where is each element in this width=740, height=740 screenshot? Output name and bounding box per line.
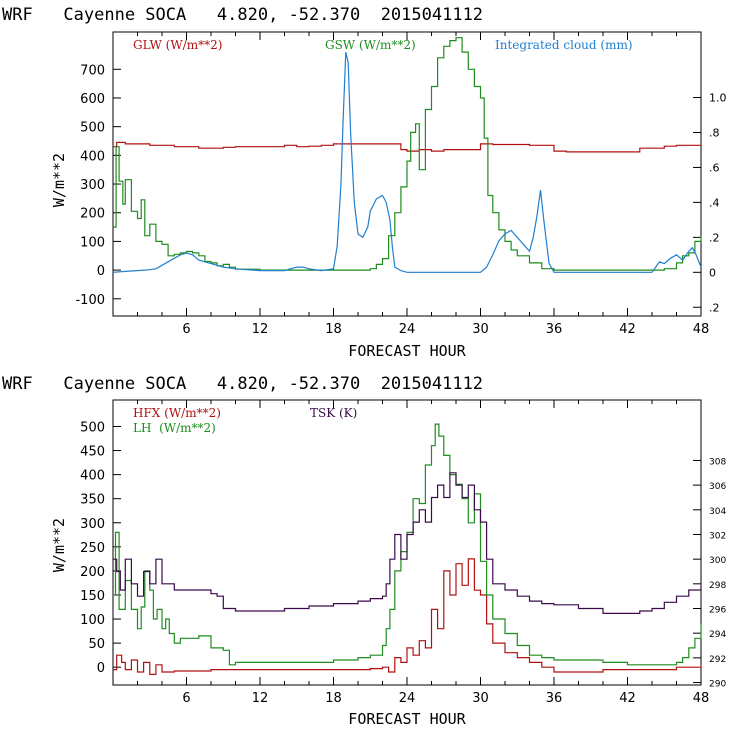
y-tick-label: 450	[80, 445, 105, 460]
x-tick-label: 12	[252, 691, 269, 706]
chart-2-legend-tsk: TSK (K)	[310, 406, 357, 420]
chart-1-x-ticks: 6 12 18 24 30 36 42 48	[137, 32, 710, 337]
series-gsw-line	[113, 37, 702, 271]
y2-tick-label: .6	[709, 161, 720, 174]
y-tick-label: 200	[80, 207, 105, 222]
y2-tick-label: .2	[709, 231, 720, 244]
chart-2: WRF Cayenne SOCA 4.820, -52.370 20150411…	[2, 374, 726, 728]
chart-2-series	[113, 423, 702, 675]
y2-tick-label: .4	[709, 196, 720, 209]
x-tick-label: 42	[619, 691, 636, 706]
chart-1-legend-glw: GLW (W/m**2)	[133, 38, 222, 52]
x-tick-label: 36	[546, 322, 563, 337]
x-tick-label: 42	[619, 322, 636, 337]
y2-tick-label: 296	[709, 606, 726, 616]
y-tick-label: 50	[88, 637, 105, 652]
y2-tick-label: 290	[709, 680, 726, 690]
chart-2-y-axis-label: W/m**2	[50, 518, 68, 572]
series-tsk-line	[113, 472, 702, 614]
chart-2-title: WRF Cayenne SOCA 4.820, -52.370 20150411…	[2, 374, 483, 394]
x-tick-label: 30	[472, 691, 489, 706]
x-tick-label: 24	[399, 691, 416, 706]
y-tick-label: 350	[80, 493, 105, 508]
y2-tick-label: 0	[709, 266, 716, 279]
y-tick-label: 600	[80, 92, 105, 107]
series-integrated-cloud-line	[112, 51, 702, 273]
x-tick-label: 6	[182, 691, 190, 706]
chart-1-y-ticks: -100 0 100 200 300 400 500 600 700	[75, 63, 121, 308]
chart-1-title: WRF Cayenne SOCA 4.820, -52.370 20150411…	[2, 5, 483, 25]
y2-tick-label: .8	[709, 126, 720, 139]
y-tick-label: 100	[80, 235, 105, 250]
x-tick-label: 36	[546, 691, 563, 706]
x-tick-label: 30	[472, 322, 489, 337]
chart-2-legend-lh: LH (W/m**2)	[133, 421, 216, 435]
y2-tick-label: 294	[709, 630, 726, 640]
chart-2-y-ticks: 0 50 100 150 200 250 300 350 400 450 500	[80, 420, 121, 676]
series-hfx-line	[113, 558, 702, 675]
y-tick-label: 300	[80, 178, 105, 193]
series-glw-line	[113, 141, 701, 153]
y-tick-label: 400	[80, 149, 105, 164]
x-tick-label: 18	[325, 322, 342, 337]
y-tick-label: 500	[80, 121, 105, 136]
y-tick-label: 0	[97, 264, 105, 279]
chart-2-x-ticks: 6 12 18 24 30 36 42 48	[137, 400, 710, 706]
x-tick-label: 12	[252, 322, 269, 337]
chart-1-y-axis-label: W/m**2	[50, 153, 68, 207]
chart-1-series	[112, 37, 702, 273]
y2-tick-label: 302	[709, 531, 726, 541]
x-tick-label: 48	[693, 691, 710, 706]
y2-tick-label: 304	[709, 507, 726, 517]
x-tick-label: 6	[182, 322, 190, 337]
y-tick-label: 100	[80, 613, 105, 628]
chart-1-y2-ticks: .2 0 .2 .4 .6 .8 1.0	[693, 92, 727, 314]
y2-tick-label: 292	[709, 655, 726, 665]
y2-tick-label: 298	[709, 581, 726, 591]
y2-tick-label: 300	[709, 556, 726, 566]
y-tick-label: 400	[80, 469, 105, 484]
chart-2-y2-ticks: 290 292 294 296 298 300 302 304 306 308	[693, 457, 726, 690]
y-tick-label: 250	[80, 541, 105, 556]
y2-tick-label: 308	[709, 457, 726, 467]
chart-1-legend-cloud: Integrated cloud (mm)	[495, 38, 633, 52]
chart-2-x-axis-label: FORECAST HOUR	[348, 710, 466, 728]
x-tick-label: 48	[693, 322, 710, 337]
x-tick-label: 24	[399, 322, 416, 337]
y-tick-label: -100	[75, 293, 105, 308]
x-tick-label: 18	[325, 691, 342, 706]
y-tick-label: 500	[80, 420, 105, 435]
y2-tick-label: .2	[709, 301, 720, 314]
y-tick-label: 300	[80, 517, 105, 532]
chart-1-legend-gsw: GSW (W/m**2)	[325, 38, 416, 52]
y-tick-label: 150	[80, 589, 105, 604]
y-tick-label: 700	[80, 63, 105, 78]
y-tick-label: 0	[97, 661, 105, 676]
chart-1-x-axis-label: FORECAST HOUR	[348, 342, 466, 360]
y2-tick-label: 1.0	[709, 92, 727, 105]
chart-1: WRF Cayenne SOCA 4.820, -52.370 20150411…	[2, 5, 727, 360]
series-lh-line	[113, 423, 702, 666]
y2-tick-label: 306	[709, 482, 726, 492]
y-tick-label: 200	[80, 565, 105, 580]
chart-2-legend-hfx: HFX (W/m**2)	[133, 406, 221, 420]
